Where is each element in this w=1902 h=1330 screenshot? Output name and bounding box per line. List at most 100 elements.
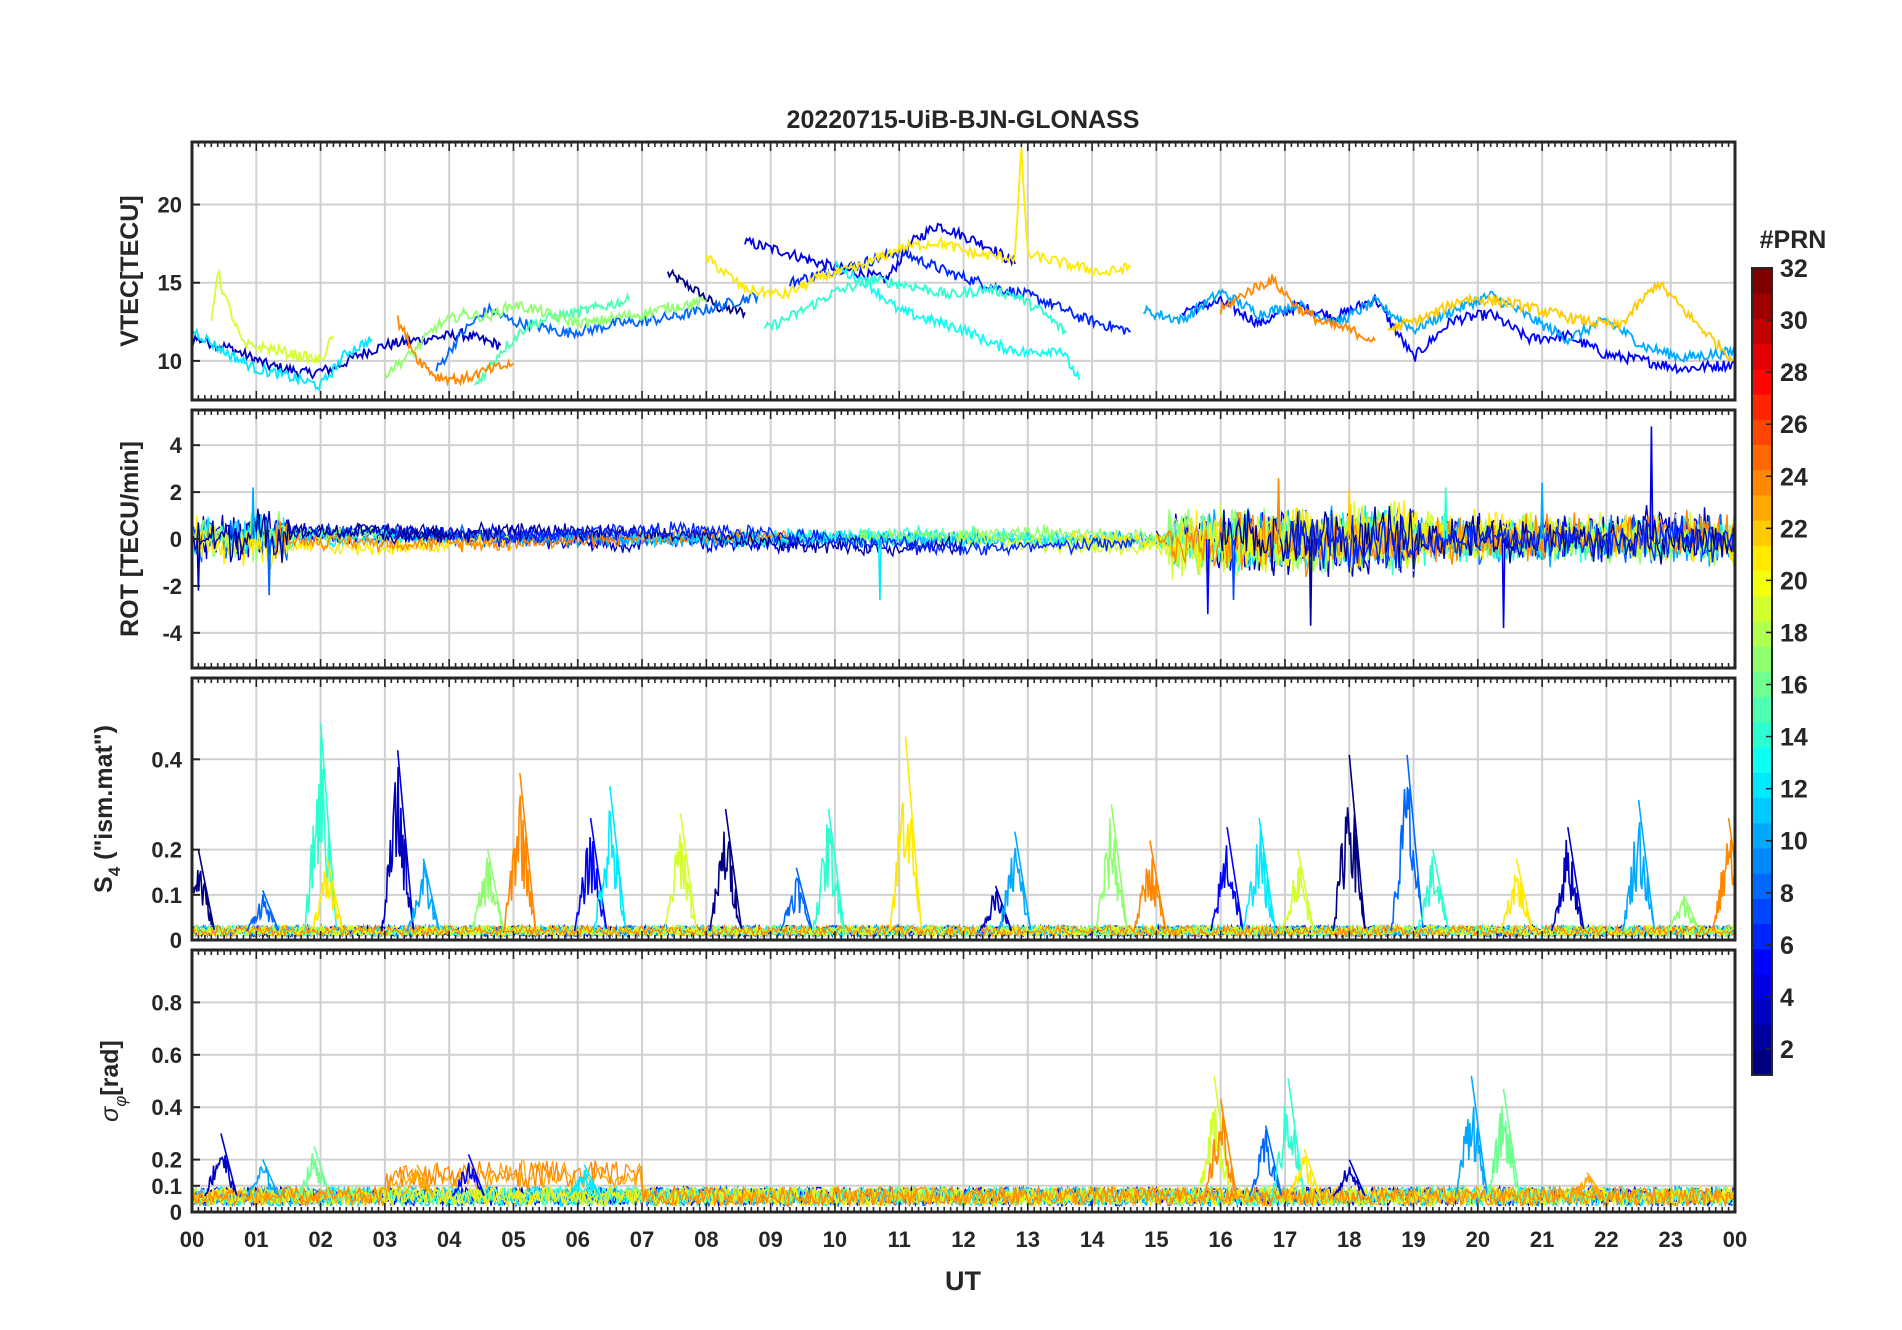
rot-ylabel: ROT [TECU/min] xyxy=(116,441,144,637)
colorbar-swatch xyxy=(1752,948,1772,975)
rot-series-prn-12 xyxy=(628,527,1079,551)
sigma-peak xyxy=(567,1164,601,1197)
s4-peak xyxy=(998,831,1032,932)
s4-peak xyxy=(1210,826,1244,932)
y-tick-label: 0.2 xyxy=(151,838,182,863)
colorbar-tick-label: 6 xyxy=(1780,932,1794,960)
rot-spike xyxy=(1347,489,1352,540)
colorbar-swatch xyxy=(1752,1024,1772,1051)
sigma-series-prn-24 xyxy=(192,1160,1734,1209)
colorbar-swatch xyxy=(1752,419,1772,446)
rot-spike xyxy=(1443,487,1448,540)
sigma-ylabel-sub: φ xyxy=(111,1096,130,1107)
s4-peak xyxy=(978,885,1013,932)
vtec-series-prn-15 xyxy=(474,291,631,386)
sigma-peak xyxy=(1287,1148,1321,1197)
s4-peak xyxy=(1280,849,1315,932)
s4-peak xyxy=(663,813,698,932)
vtec-series-prn-24 xyxy=(396,315,514,387)
sigma-ylabel: σφ[rad] xyxy=(96,1040,130,1122)
rot-axes-box xyxy=(190,408,1737,670)
vtec-series-prn-22 xyxy=(1387,280,1735,362)
s4-peak xyxy=(1416,849,1450,932)
s4-peak xyxy=(1094,804,1128,932)
x-tick-label: 06 xyxy=(566,1227,590,1252)
s4-peak xyxy=(1711,817,1735,932)
colorbar-tick-label: 22 xyxy=(1780,515,1808,543)
s4-peak xyxy=(593,786,627,932)
sigma-panel: 00.10.2 0.4 0.6 0.8 00 01 02 03 04 05 06 07 08 09 10 11… xyxy=(96,948,1747,1296)
y-tick-label: 10 xyxy=(158,349,182,374)
colorbar-swatch xyxy=(1752,797,1772,824)
s4-ylabel-rest: ("ism.mat") xyxy=(90,725,118,867)
s4-peak xyxy=(779,867,813,932)
rot-spike xyxy=(1308,538,1313,626)
s4-peak xyxy=(1499,858,1533,932)
s4-peak xyxy=(503,772,537,932)
colorbar-tick-label: 10 xyxy=(1780,828,1808,856)
s4-peak xyxy=(1666,894,1701,932)
rot-series-prn-2 xyxy=(384,520,963,558)
sigma-peak xyxy=(1203,1099,1238,1197)
rot-spike xyxy=(1276,478,1281,540)
sigma-peak xyxy=(1248,1125,1283,1197)
s4-peak xyxy=(406,858,440,932)
s4-peak xyxy=(1621,799,1656,932)
vtec-series-prn-3 xyxy=(192,327,502,380)
s4-peak xyxy=(888,736,923,932)
colorbar-swatch xyxy=(1752,873,1772,899)
sigma-peak xyxy=(1570,1172,1604,1197)
s4-peak xyxy=(192,849,215,930)
vtec-series-prn-19 xyxy=(210,268,335,364)
sigma-peak xyxy=(1486,1088,1521,1197)
rot-series-lines xyxy=(192,426,1735,629)
x-tick-label: 19 xyxy=(1401,1227,1425,1252)
s4-peak xyxy=(1133,840,1167,932)
s4-peak xyxy=(1390,754,1424,932)
sigma-peak xyxy=(451,1154,485,1197)
colorbar-swatch xyxy=(1752,848,1772,874)
sigma-axes-box xyxy=(190,948,1737,1214)
x-axis-label: UT xyxy=(945,1266,981,1296)
x-tick-label: 18 xyxy=(1337,1227,1361,1252)
x-tick-label: 10 xyxy=(823,1227,847,1252)
rot-series-prn-6 xyxy=(493,520,1136,557)
rot-spike xyxy=(1649,426,1654,540)
x-tick-label: 12 xyxy=(951,1227,975,1252)
x-tick-label: 05 xyxy=(501,1227,525,1252)
rot-series-prn-17 xyxy=(192,510,386,563)
colorbar-swatch xyxy=(1752,923,1772,950)
y-tick-label: 4 xyxy=(170,433,183,458)
colorbar-tick-label: 20 xyxy=(1780,567,1808,595)
colorbar-swatch xyxy=(1752,494,1772,521)
vtec-grid xyxy=(192,142,1735,400)
colorbar-swatch xyxy=(1752,444,1772,471)
rot-grid xyxy=(192,410,1735,668)
s4-peak xyxy=(1242,817,1276,932)
sigma-peak xyxy=(204,1133,238,1197)
s4-ylabel-s: S xyxy=(90,876,118,893)
rot-spike xyxy=(1501,538,1506,629)
s4-grid xyxy=(192,678,1735,941)
sigma-peak xyxy=(246,1159,280,1197)
colorbar-swatch xyxy=(1752,520,1772,546)
s4-peak xyxy=(310,858,344,932)
colorbar-swatch xyxy=(1752,646,1772,672)
vtec-axes-box xyxy=(190,140,1737,402)
rot-spike xyxy=(1205,538,1210,615)
x-tick-label: 01 xyxy=(244,1227,268,1252)
sigma-ylabel-sigma: σ xyxy=(96,1106,124,1122)
s4-ylabel-sub: 4 xyxy=(105,866,124,876)
s4-peak xyxy=(245,890,280,932)
sigma-series-lines xyxy=(192,1075,1734,1209)
s4-panel: 0 0.1 0.2 0.4 S4 ("ism.mat") xyxy=(90,676,1737,953)
y-tick-label: 0.2 xyxy=(151,1148,182,1173)
colorbar-swatch xyxy=(1752,721,1772,748)
x-tick-label: 04 xyxy=(437,1227,462,1252)
x-tick-label: 13 xyxy=(1016,1227,1040,1252)
rot-series-prn-24 xyxy=(1156,509,1735,577)
rot-spike xyxy=(1540,482,1545,540)
vtec-panel: 10 15 20 VTEC[TECU] xyxy=(116,140,1737,402)
vtec-ylabel: VTEC[TECU] xyxy=(116,195,144,346)
